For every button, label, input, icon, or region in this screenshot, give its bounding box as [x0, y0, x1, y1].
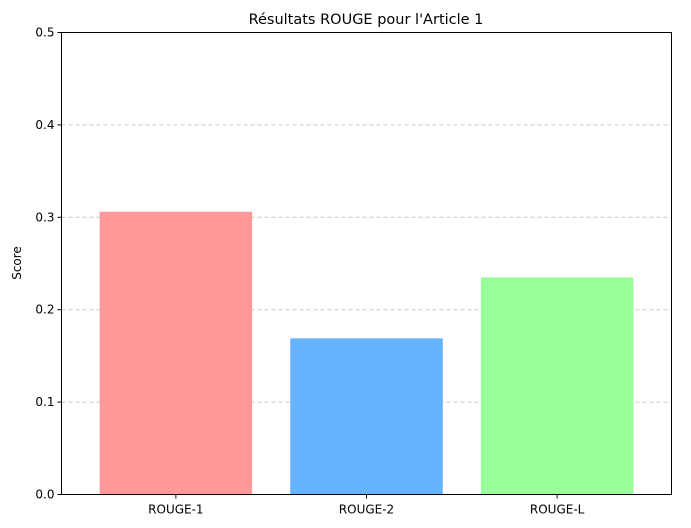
x-tick-label: ROUGE-2	[339, 503, 394, 517]
y-tick-label: 0.4	[35, 118, 54, 132]
y-tick-label: 0.5	[35, 26, 54, 40]
x-tick-label: ROUGE-1	[148, 503, 203, 517]
y-tick-label: 0.3	[35, 210, 54, 224]
y-tick-label: 0.2	[35, 303, 54, 317]
x-tick-label: ROUGE-L	[530, 503, 585, 517]
chart-title: Résultats ROUGE pour l'Article 1	[249, 12, 484, 28]
bar-rouge-1	[99, 211, 253, 495]
y-ticks: 0.0 0.1 0.2 0.3 0.4 0.5	[35, 26, 62, 502]
bar-rouge-l	[480, 277, 634, 495]
y-tick-label: 0.0	[35, 488, 54, 502]
y-tick-label: 0.1	[35, 395, 54, 409]
bar-rouge-2	[290, 338, 443, 495]
bars-group	[99, 211, 634, 495]
x-ticks: ROUGE-1 ROUGE-2 ROUGE-L	[148, 494, 585, 517]
y-axis-label: Score	[10, 246, 24, 280]
